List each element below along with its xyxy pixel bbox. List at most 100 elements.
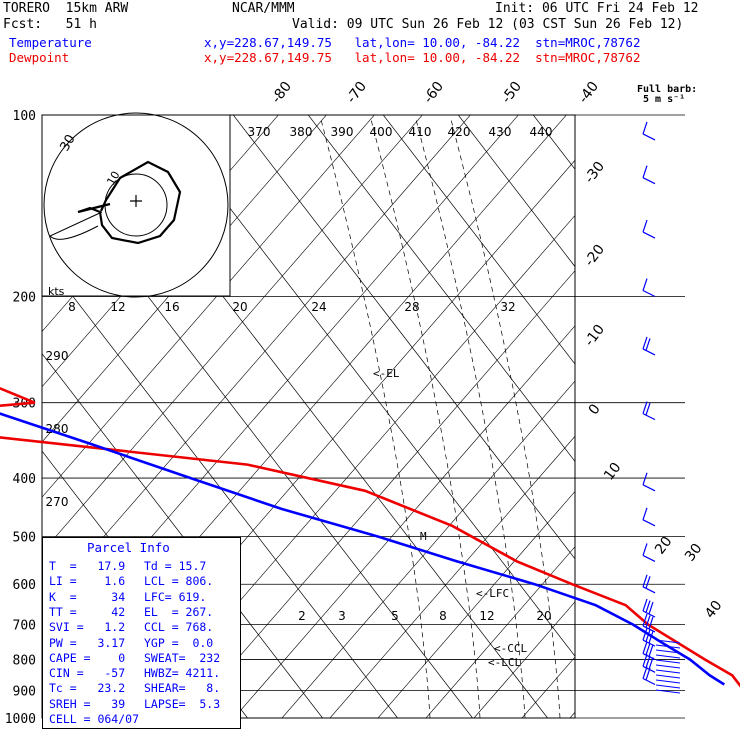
wind-barb-flag xyxy=(642,401,648,414)
parcel-row: CAPE = 0 SWEAT= 232 xyxy=(49,651,220,667)
wind-barb-low xyxy=(655,669,681,674)
mixing-ratio-label: 3 xyxy=(338,609,346,623)
pressure-tick-label: 500 xyxy=(13,530,36,545)
dry-adiabat xyxy=(281,380,575,718)
parcel-right-value: YGP = 0.0 xyxy=(144,635,214,650)
hodograph-trace xyxy=(77,160,182,245)
moist-adiabat xyxy=(415,117,526,718)
dry-adiabat xyxy=(42,115,423,553)
theta-label: 370 xyxy=(248,125,271,139)
moist-adiabat xyxy=(320,117,431,718)
wind-barb-low xyxy=(655,654,681,659)
wind-barb-flag xyxy=(645,615,651,628)
wind-barb-flag xyxy=(642,543,648,556)
wind-barb xyxy=(642,165,656,185)
parcel-row: K = 34 LFC= 619. xyxy=(49,590,206,606)
temperature-tick-label: 40 xyxy=(702,598,726,622)
parcel-row: Tc = 23.2 SHEAR= 8. xyxy=(49,681,220,697)
wind-barb-flag xyxy=(645,629,651,642)
el-annotation: <-EL xyxy=(373,367,400,380)
hodograph-ring-outer xyxy=(43,112,229,298)
parcel-right-value: SHEAR= 8. xyxy=(144,681,221,696)
parcel-row: SVI = 1.2 CCL = 768. xyxy=(49,620,213,636)
wind-barb-staff xyxy=(642,677,656,686)
theta-label: 390 xyxy=(331,125,354,139)
wind-barb-flag xyxy=(645,600,651,613)
theta-label: 280 xyxy=(46,422,69,436)
wind-barb-flag xyxy=(642,598,648,612)
parcel-right-value: LCL = 806. xyxy=(144,574,214,589)
moist-adiabat xyxy=(370,117,481,718)
wind-barb-flag xyxy=(642,219,648,233)
wind-barb-low xyxy=(655,679,681,684)
parcel-row: CIN = -57 HWBZ= 4211. xyxy=(49,666,220,682)
isotherm xyxy=(532,115,575,170)
wind-barb xyxy=(642,598,656,618)
wind-barb-flag xyxy=(645,642,651,656)
parcel-row: CELL = 064/07 xyxy=(49,712,144,728)
hodograph-ring-label: 30 xyxy=(57,132,78,154)
parcel-row: PW = 3.17 YGP = 0.0 xyxy=(49,636,213,652)
wind-barb-flag xyxy=(642,627,648,641)
mixing-ratio-label: 24 xyxy=(311,300,326,314)
temperature-tick-label: -20 xyxy=(582,242,609,270)
wind-barb-low xyxy=(655,664,681,669)
wind-barb-flag xyxy=(648,644,654,657)
parcel-info-panel: Parcel Info T = 17.9 Td = 15.7 LI = 1.6 LCL… xyxy=(42,537,241,729)
parcel-right-value: LAPSE= 5.3 xyxy=(144,696,221,711)
wind-barb xyxy=(642,613,656,633)
valid-time: Valid: 09 UTC Sun 26 Feb 12 (03 CST Sun … xyxy=(292,17,684,32)
wind-barb-low xyxy=(655,689,681,694)
wind-barb-flag xyxy=(642,472,648,486)
parcel-right-value: LFC= 619. xyxy=(144,589,207,604)
isotherm xyxy=(42,255,398,718)
moist-adiabat xyxy=(450,117,561,718)
temperature-tick-label: -50 xyxy=(499,79,526,107)
wind-barb-low xyxy=(655,644,681,649)
wind-barb-flag xyxy=(642,654,648,667)
wind-barb-flag xyxy=(642,336,648,350)
mixing-ratio-label: 20 xyxy=(232,300,247,314)
theta-label: 380 xyxy=(290,125,313,139)
temperature-tick-label: 20 xyxy=(652,534,676,558)
pressure-tick-label: 400 xyxy=(13,472,36,487)
parcel-left-value: PW = 3.17 xyxy=(49,635,126,650)
forecast-hour: Fcst: 51 h xyxy=(3,17,97,32)
parcel-left-value: TT = 42 xyxy=(49,604,126,619)
isotherm xyxy=(307,115,575,463)
wind-barb-flag xyxy=(645,667,651,681)
wind-barb-flag xyxy=(645,338,651,351)
theta-label: 270 xyxy=(46,495,69,509)
wind-barb-low xyxy=(655,674,681,679)
lcl-annotation: <-LCL xyxy=(488,656,521,669)
pressure-tick-label: 1000 xyxy=(5,712,36,727)
wind-barb-flag xyxy=(642,574,648,588)
pressure-tick-label: 200 xyxy=(13,291,36,306)
parcel-info-title: Parcel Info xyxy=(87,540,170,555)
theta-label: 400 xyxy=(370,125,393,139)
parcel-row: LI = 1.6 LCL = 806. xyxy=(49,574,213,590)
hodograph-unit-label: kts xyxy=(48,285,65,298)
theta-label: 420 xyxy=(448,125,471,139)
ccl-annotation: <-CCL xyxy=(494,642,527,655)
mixing-ratio-label: 2 xyxy=(298,609,306,623)
temperature-tick-label: 0 xyxy=(586,401,604,418)
wind-barb xyxy=(642,472,656,492)
model-title: TORERO 15km ARW xyxy=(3,1,129,16)
theta-label: 430 xyxy=(489,125,512,139)
mixing-ratio-label: 8 xyxy=(439,609,447,623)
wind-barb-staff xyxy=(642,519,656,527)
mixing-ratio-label: 28 xyxy=(404,300,419,314)
theta-label: 410 xyxy=(409,125,432,139)
source-label: NCAR/MMM xyxy=(232,1,295,16)
mixing-ratio-label: 32 xyxy=(500,300,515,314)
parcel-left-value: CAPE = 0 xyxy=(49,650,126,665)
hodograph-storm-vector xyxy=(49,211,103,240)
init-time: Init: 06 UTC Fri 24 Feb 12 xyxy=(495,1,699,16)
wind-barb xyxy=(642,121,656,141)
pressure-tick-label: 900 xyxy=(13,684,36,699)
isotherm xyxy=(382,115,575,365)
parcel-right-value: SWEAT= 232 xyxy=(144,650,221,665)
